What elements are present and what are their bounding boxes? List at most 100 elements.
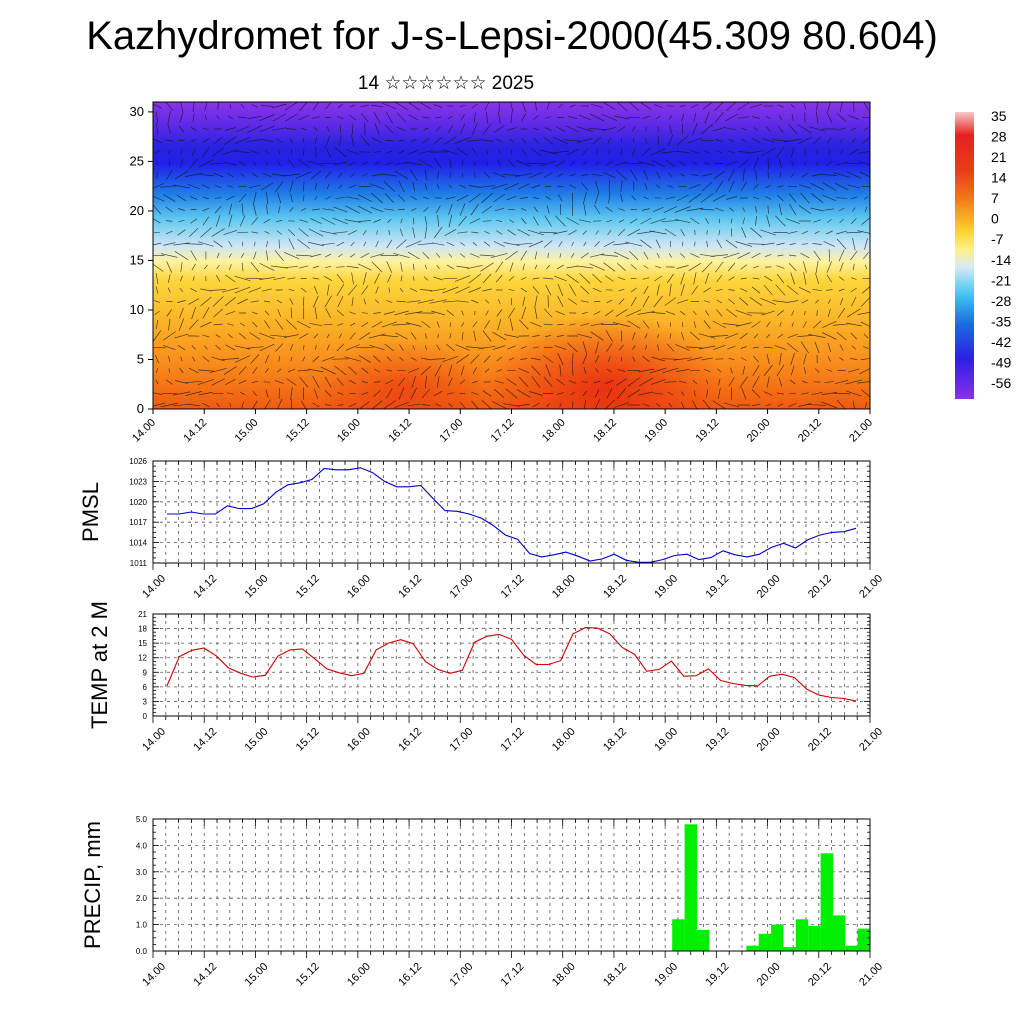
series-line	[166, 627, 857, 702]
x-tick-label: 15.00	[233, 417, 261, 445]
x-tick-label: 16.00	[335, 417, 363, 445]
cross-section-panel: 0 5 10 15 20 25 30 14.00 14.12 15.00 15.12 16.00 16.…	[130, 101, 875, 445]
x-tick-label: 14.12	[191, 726, 219, 754]
x-tick-label: 14.00	[140, 573, 168, 601]
x-tick-label: 16.00	[345, 726, 373, 754]
x-tick-label: 21.00	[847, 417, 875, 445]
x-tick-label: 17.00	[447, 961, 475, 989]
x-tick-label: 17.12	[499, 573, 527, 601]
precip-bar	[746, 945, 759, 951]
colorbar-scale	[955, 112, 974, 399]
y-tick-label: 25	[130, 153, 144, 168]
y-tick-label: 21	[138, 610, 147, 619]
x-tick-label: 19.00	[642, 417, 670, 445]
series-line	[167, 467, 857, 563]
y-tick-label: 1023	[129, 477, 147, 486]
x-tick-label: 19.00	[652, 726, 680, 754]
x-tick-label: 14.00	[130, 417, 158, 445]
y-tick-label: 12	[138, 654, 147, 663]
y-tick-label: 30	[130, 104, 144, 119]
y-tick-label: 1017	[129, 518, 147, 527]
y-tick-label: 2.0	[136, 894, 148, 903]
y-tick-label: 0	[137, 401, 144, 416]
x-tick-label: 15.00	[243, 726, 271, 754]
y-axis-label: PMSL	[78, 482, 103, 542]
x-tick-label: 16.12	[396, 726, 424, 754]
x-tick-label: 16.12	[396, 961, 424, 989]
x-tick-label: 20.12	[796, 417, 824, 445]
colorbar-label: 35	[991, 108, 1007, 124]
y-tick-label: 4.0	[136, 841, 148, 850]
y-tick-label: 3	[143, 697, 148, 706]
y-tick-label: 1011	[130, 559, 148, 568]
precip-bar	[672, 919, 685, 951]
x-tick-label: 18.12	[601, 726, 629, 754]
chart-subtitle: 14 ☆☆☆☆☆☆ 2025	[357, 73, 535, 94]
precip-bar	[820, 853, 833, 951]
chart-title: Kazhydromet for J-s-Lepsi-2000(45.309 80…	[86, 14, 938, 58]
x-tick-label: 19.12	[704, 961, 732, 989]
colorbar-label: -28	[991, 293, 1011, 309]
x-tick-label: 16.00	[345, 961, 373, 989]
precip-bar	[758, 933, 772, 951]
y-tick-label: 0	[143, 712, 148, 721]
y-tick-label: 5	[137, 351, 144, 366]
x-tick-label: 18.12	[591, 417, 619, 445]
colorbar-label: 7	[991, 190, 999, 206]
x-tick-label: 17.12	[499, 961, 527, 989]
y-tick-label: 1020	[129, 498, 147, 507]
x-tick-label: 17.00	[447, 726, 475, 754]
y-tick-label: 0.0	[136, 947, 148, 956]
x-tick-label: 21.00	[857, 573, 885, 601]
gridlines	[152, 818, 871, 952]
y-tick-label: 20	[130, 203, 144, 218]
y-tick-label: 1.0	[136, 921, 148, 930]
x-tick-label: 19.00	[652, 573, 680, 601]
colorbar-label: -56	[991, 375, 1011, 391]
colorbar-label: 28	[991, 129, 1007, 145]
y-tick-label: 18	[138, 625, 147, 634]
y-axis-label: PRECIP, mm	[80, 821, 105, 949]
precip-bar	[832, 915, 846, 951]
y-tick-label: 15	[130, 252, 144, 267]
x-tick-label: 20.12	[806, 573, 834, 601]
x-tick-label: 14.12	[191, 961, 219, 989]
colorbar-label: -7	[991, 231, 1004, 247]
x-tick-label: 18.00	[550, 961, 578, 989]
wind-vectors	[153, 102, 870, 409]
x-tick-label: 20.12	[806, 726, 834, 754]
precip-bar	[795, 919, 809, 951]
x-tick-label: 15.12	[294, 726, 322, 754]
x-tick-label: 14.00	[140, 961, 168, 989]
precip-bar	[696, 929, 710, 951]
x-tick-label: 20.00	[745, 417, 773, 445]
colorbar-label: -42	[991, 334, 1011, 350]
x-tick-label: 16.00	[345, 573, 373, 601]
y-tick-label: 9	[143, 668, 148, 677]
colorbar-label: -14	[991, 252, 1011, 268]
x-tick-label: 17.00	[437, 417, 465, 445]
x-tick-label: 18.00	[550, 573, 578, 601]
precip-bar	[684, 824, 697, 951]
temperature-panel: 0 3 6 9 12 15 18 21 14.00 14.12 15.00 15.12 16.00 16.…	[87, 601, 885, 754]
x-tick-label: 20.12	[806, 961, 834, 989]
x-tick-label: 21.00	[857, 961, 885, 989]
x-tick-label: 16.12	[386, 417, 414, 445]
precip-bar	[808, 925, 821, 951]
y-tick-label: 1026	[129, 457, 147, 466]
x-tick-label: 19.12	[694, 417, 722, 445]
x-tick-label: 16.12	[396, 573, 424, 601]
x-tick-label: 17.12	[489, 417, 517, 445]
x-tick-label: 15.00	[243, 961, 271, 989]
y-axis-label: TEMP at 2 M	[87, 601, 112, 729]
colorbar-label: -21	[991, 272, 1011, 288]
colorbar-label: -35	[991, 313, 1011, 329]
x-tick-label: 15.00	[243, 573, 271, 601]
y-tick-label: 3.0	[136, 868, 148, 877]
x-tick-label: 18.12	[601, 961, 629, 989]
y-tick-label: 1014	[129, 539, 147, 548]
precip-bar	[783, 947, 796, 951]
x-tick-label: 18.12	[601, 573, 629, 601]
x-tick-label: 21.00	[857, 726, 885, 754]
